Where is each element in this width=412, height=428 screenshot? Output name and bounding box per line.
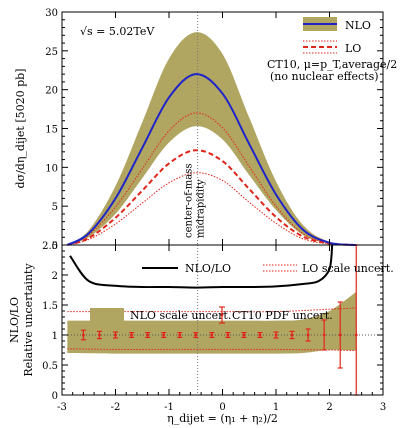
top-panel: center-of-mass midrapidity 0 5 10 15 20 25 30 √s …	[14, 8, 397, 252]
legend-nlo-scale-swatch	[90, 308, 124, 322]
bottom-xtick-label: -1	[164, 402, 174, 413]
bottom-ytick-label: 0	[52, 391, 58, 402]
bottom-ytick-label: 0.5	[42, 361, 58, 372]
top-ytick-label: 5	[52, 202, 58, 213]
pdf-central-point	[194, 333, 198, 337]
bottom-ytick-label: 1.5	[42, 301, 58, 312]
lo-band-lower-line	[67, 172, 357, 246]
top-ytick-label: 0	[52, 241, 58, 252]
bottom-xtick-label: -2	[111, 402, 121, 413]
legend-lo-label: LO	[345, 42, 361, 55]
annotation-line-2: midrapidity	[196, 179, 207, 238]
nlo-scale-uncert-band	[67, 291, 357, 354]
pdf-central-point	[354, 333, 358, 337]
nlo-lo-ratio-line	[69, 244, 334, 289]
pdf-central-point	[98, 333, 101, 337]
pdf-central-point	[162, 333, 166, 337]
settings-line-1: CT10, μ=p_T,average/2	[267, 58, 397, 71]
top-ylabel: dσ/dη_dijet [5020 pb]	[14, 69, 27, 189]
bottom-xtick-label: -3	[57, 402, 67, 413]
bottom-ylabel: NLO/LO Relative uncertainty	[8, 263, 35, 377]
nlo-central-line	[66, 73, 357, 246]
top-ytick-label: 10	[45, 163, 58, 174]
bottom-xtick-label: 1	[273, 402, 279, 413]
pdf-central-point	[306, 333, 310, 337]
bottom-xtick-label: 2	[326, 402, 332, 413]
bottom-ytick-label: 1	[52, 331, 58, 342]
xaxis-label: η_dijet = (η₁ + η₂)/2	[167, 412, 278, 425]
top-ytick-label: 30	[45, 8, 58, 19]
bottom-ytick-label: 2	[52, 271, 58, 282]
top-legend: NLO LO	[303, 17, 371, 55]
pdf-central-point	[82, 333, 85, 337]
pdf-central-point	[210, 333, 214, 337]
bottom-xtick-label: 3	[380, 402, 386, 413]
pdf-central-point	[322, 333, 326, 337]
bottom-ylabel-line-2: Relative uncertainty	[22, 263, 35, 377]
legend-pdf-swatch-point	[220, 313, 224, 317]
top-ylabel-text: dσ/dη_dijet [5020 pb]	[14, 69, 27, 189]
pdf-central-point	[146, 333, 150, 337]
pdf-central-point	[338, 333, 342, 337]
legend-pdf-label: CT10 PDF uncert.	[232, 309, 333, 322]
midrapidity-annotation: center-of-mass midrapidity	[184, 163, 207, 238]
bottom-ytick-label-top: 2.5	[42, 241, 58, 252]
nlo-scale-band	[67, 32, 357, 245]
top-ytick-label: 15	[45, 125, 58, 136]
legend-ratio-label: NLO/LO	[185, 262, 231, 275]
pdf-central-point	[242, 333, 246, 337]
labels: η_dijet = (η₁ + η₂)/2	[167, 412, 278, 425]
settings-line-2: (no nuclear effects)	[270, 70, 379, 83]
pdf-central-point	[290, 333, 294, 337]
bottom-ylabel-line-1: NLO/LO	[8, 297, 21, 343]
energy-label: √s = 5.02TeV	[80, 25, 155, 38]
bottom-panel: 0 0.5 1 1.5 2 2.5 -3 -2 -1 0 1 2 3 NLO/LO LO scale unc…	[8, 241, 394, 413]
top-ytick-label: 25	[45, 47, 58, 58]
pdf-central-point	[226, 333, 230, 337]
lo-scale-uncert-lower	[67, 348, 357, 352]
pdf-central-point	[130, 333, 133, 337]
legend-nlo-label: NLO	[345, 19, 371, 32]
pdf-central-point	[274, 333, 278, 337]
legend-nlo-scale-label: NLO scale uncert.	[130, 309, 231, 322]
pdf-central-point	[178, 333, 182, 337]
top-ytick-label: 20	[45, 86, 58, 97]
bottom-xtick-label: 0	[219, 402, 225, 413]
lo-central-line	[67, 149, 357, 246]
bottom-legend: NLO/LO LO scale uncert. NLO scale uncert. C…	[90, 262, 394, 324]
legend-lo-scale-label: LO scale uncert.	[302, 262, 394, 275]
pdf-central-point	[258, 333, 262, 337]
lo-band-upper-line	[67, 112, 357, 246]
annotation-line-1: center-of-mass	[184, 163, 195, 238]
pdf-central-point	[114, 333, 117, 337]
